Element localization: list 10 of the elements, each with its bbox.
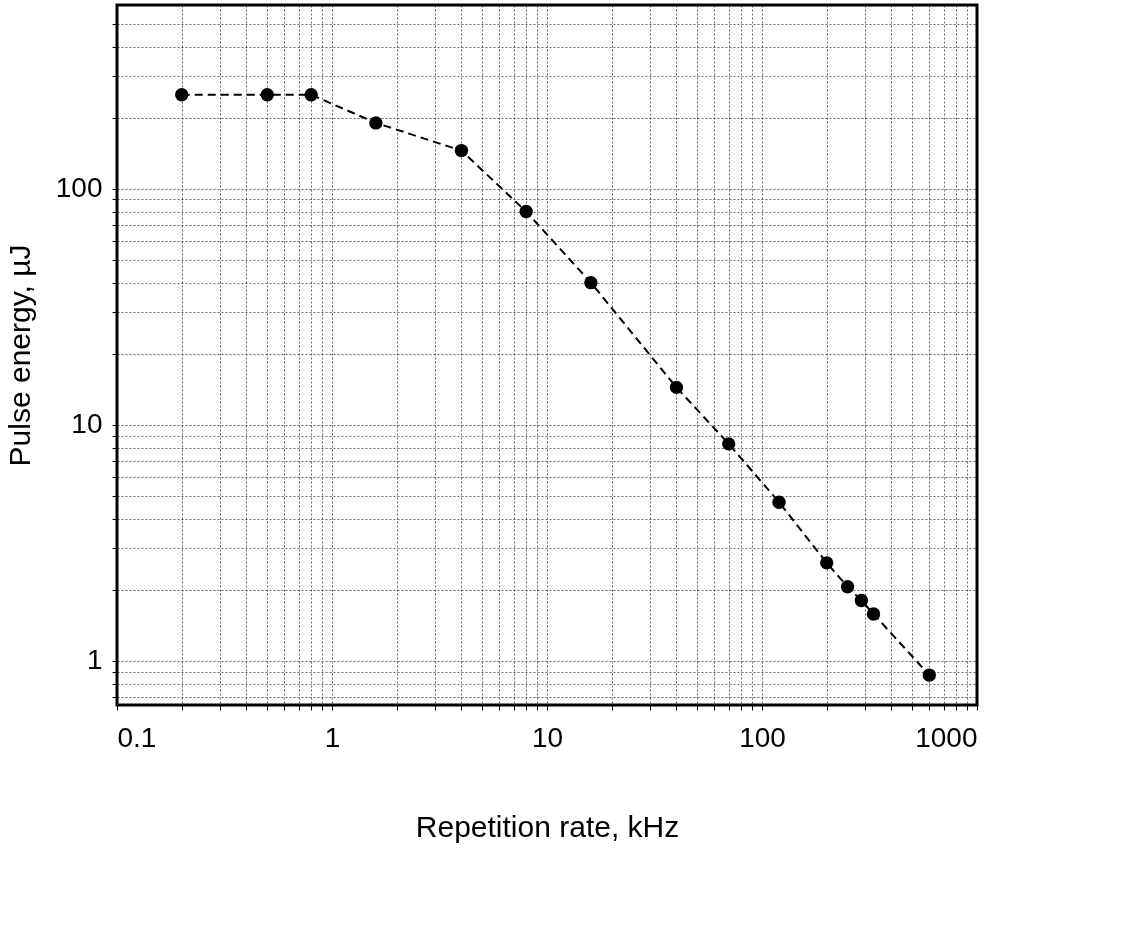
y-tick-label: 1 xyxy=(86,644,103,676)
x-tick-label: 100 xyxy=(739,721,786,753)
x-tick-label: 10 xyxy=(531,721,564,753)
y-tick-label: 100 xyxy=(55,172,103,204)
x-axis-title: Repetition rate, kHz xyxy=(415,809,680,843)
y-tick-label: 10 xyxy=(71,408,103,440)
y-axis-title: Pulse energy, µJ xyxy=(2,244,36,467)
x-tick-label: 1 xyxy=(324,721,341,753)
x-tick-label: 0.1 xyxy=(117,721,157,753)
x-tick-label: 1000 xyxy=(915,721,978,753)
